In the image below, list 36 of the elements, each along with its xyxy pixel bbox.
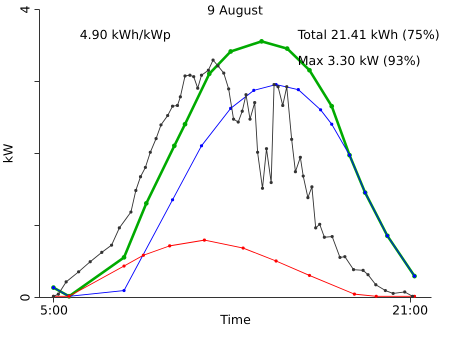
x-axis-title: Time xyxy=(219,312,252,327)
chart-title: 9 August xyxy=(207,2,263,18)
point xyxy=(284,46,290,51)
point xyxy=(182,122,188,127)
point xyxy=(308,274,312,277)
point xyxy=(252,88,256,92)
point xyxy=(200,144,204,148)
annotation: 4.90 kWh/kWp xyxy=(80,26,171,42)
point xyxy=(228,49,234,54)
point xyxy=(307,68,312,73)
point xyxy=(274,259,278,263)
point xyxy=(330,122,334,126)
point xyxy=(172,143,177,148)
point xyxy=(242,246,245,250)
point xyxy=(122,288,126,292)
point xyxy=(144,201,149,206)
annotation: Max 3.30 kW (93%) xyxy=(298,52,420,68)
point xyxy=(202,238,206,242)
point xyxy=(122,255,126,260)
point xyxy=(352,292,356,296)
point xyxy=(329,104,334,109)
point xyxy=(259,39,264,44)
x-tick-label: 5:00 xyxy=(40,302,68,318)
x-tick-label: 21:00 xyxy=(392,302,428,318)
point xyxy=(296,88,300,92)
point xyxy=(206,71,212,76)
y-axis-title: kW xyxy=(0,144,16,164)
point xyxy=(170,198,174,202)
point xyxy=(142,254,145,257)
y-tick-label: 4 xyxy=(18,5,32,14)
point xyxy=(319,108,322,112)
y-tick-label: 0 xyxy=(18,293,32,302)
point xyxy=(374,294,378,298)
point xyxy=(168,244,172,248)
annotation: Total 21.41 kWh (75%) xyxy=(296,26,440,42)
point xyxy=(122,264,126,268)
